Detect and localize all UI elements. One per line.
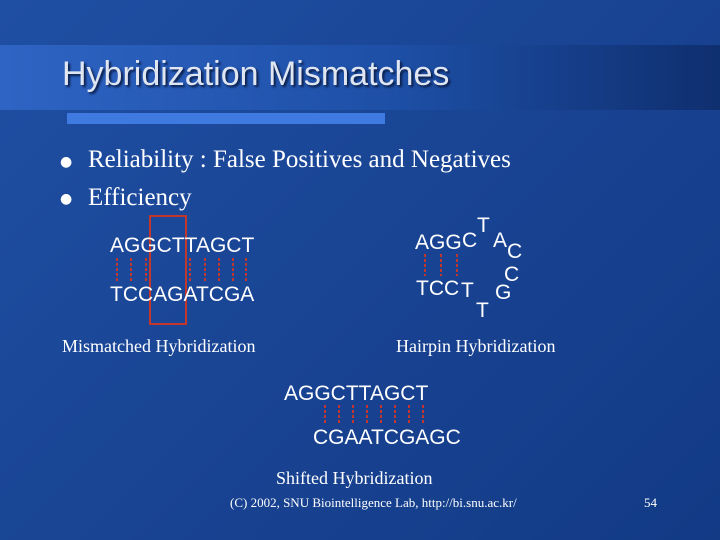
title-underline [67,113,385,124]
hairpin-loop-base: T [476,299,489,322]
hairpin-bottom-strand: TCC [416,277,460,300]
page-number: 54 [644,495,657,510]
hairpin-loop-base: G [495,281,512,304]
bullet-efficiency: Efficiency [88,184,192,211]
title-band [0,45,720,110]
hairpin-loop-base: C [462,229,478,252]
hairpin-loop-base: A [493,229,508,252]
hairpin-loop-base: T [461,279,474,302]
bullet-dot: ● [60,191,73,207]
hairpin-loop-base: T [477,214,490,237]
shifted-bottom-strand: CGAATCGAGC [313,426,461,449]
mismatched-top-strand: AGGCTTAGCT [110,234,255,257]
hairpin-loop-base: C [504,263,520,286]
hairpin-bonds [424,254,458,276]
mismatched-label: Mismatched Hybridization [62,336,256,356]
shifted-bonds [324,405,424,425]
bullet-reliability: Reliability : False Positives and Negati… [88,146,511,173]
hairpin-loop-base: C [507,240,523,263]
hairpin-label: Hairpin Hybridization [396,336,556,356]
footer-credit: (C) 2002, SNU Biointelligence Lab, http:… [230,495,517,510]
mismatched-bottom-strand: TCCAGATCGA [110,283,255,306]
mismatched-bonds [116,258,247,282]
hairpin-top-strand: AGG [415,231,462,254]
mismatch-highlight-box [149,215,187,325]
shifted-top-strand: AGGCTTAGCT [284,382,429,405]
bullet-dot: ● [60,154,73,170]
slide-title: Hybridization Mismatches [62,55,450,93]
shifted-label: Shifted Hybridization [276,468,433,488]
